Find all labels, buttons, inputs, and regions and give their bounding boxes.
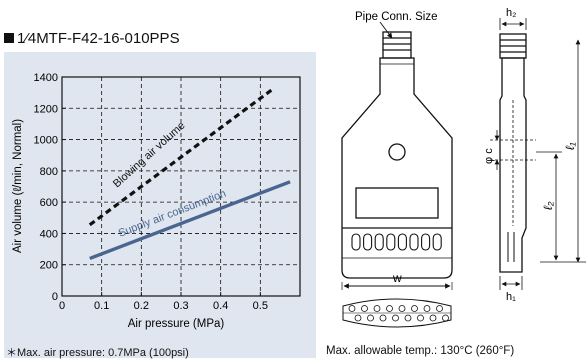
square-bullet-icon: [4, 33, 14, 43]
outlet-holes: [351, 233, 442, 251]
outlet-hole: [363, 233, 373, 251]
bottom-hole: [354, 314, 362, 322]
outlet-hole: [374, 233, 384, 251]
x-ticks: 0 0.1 0.2 0.3 0.4 0.5: [59, 292, 268, 312]
x-tick-label: 0.5: [253, 300, 268, 312]
bottom-hole: [386, 305, 393, 312]
outlet-hole: [386, 233, 396, 251]
plot-frame: [61, 76, 301, 297]
y-tick-label: 200: [40, 260, 58, 272]
x-tick-label: 0.3: [173, 300, 188, 312]
footnote: ＊Max. air pressure: 0.7MPa (100psi): [6, 347, 189, 359]
y-tick-label: 1400: [34, 72, 58, 84]
bottom-hole: [436, 305, 443, 312]
mounting-hole: [388, 143, 406, 161]
series-line-blowing: [88, 88, 274, 227]
bottom-hole: [348, 305, 356, 312]
x-tick-label: 0.4: [213, 300, 228, 312]
bottom-hole: [423, 305, 431, 312]
y-axis-label: Air volume (ℓ/min, Normal): [12, 119, 24, 253]
outlet-hole: [432, 233, 442, 251]
h1-label: h₁: [506, 291, 516, 303]
bottom-hole: [429, 314, 437, 322]
bottom-hole: [398, 305, 406, 312]
phi-c-label: φ c: [483, 148, 495, 164]
nozzle-front-body: [341, 57, 453, 279]
y-tick-label: 1000: [34, 135, 58, 147]
grid-lines: [62, 77, 300, 296]
nozzle-side-body: [499, 57, 527, 273]
y-tick-label: 600: [40, 197, 58, 209]
bottom-hole: [404, 314, 412, 322]
x-tick-label: 0.1: [94, 300, 109, 312]
bottom-outlet-holes: [348, 305, 449, 322]
bottom-hole: [367, 314, 374, 322]
x-tick-label: 0.2: [134, 300, 149, 312]
outlet-hole: [421, 233, 431, 251]
bottom-hole: [392, 314, 399, 322]
y-tick-label: 400: [40, 228, 58, 240]
bottom-hole: [379, 314, 387, 322]
nozzle-bottom-view: [342, 298, 452, 328]
y-tick-label: 800: [40, 166, 58, 178]
model-title: 1⁄4MTF-F42-16-010PPS: [4, 30, 180, 47]
chart-panel: 0 200 400 600 800 1000 1200 1400 0 0.1 0.2 0.3 0.4 0…: [4, 52, 316, 359]
series-lines: [88, 88, 291, 261]
pipe-connection-thread: [382, 31, 412, 59]
nozzle-drawing: Pipe Conn. Size h₂ φ c ℓ₁ ℓ₂ w h₁: [341, 7, 586, 328]
pipe-connection-label: Pipe Conn. Size: [355, 11, 437, 23]
series-line-supply: [89, 180, 291, 261]
y-ticks: 0 200 400 600 800 1000 1200 1400: [34, 72, 66, 303]
max-temp-note: Max. allowable temp.: 130°C (260°F): [326, 345, 515, 357]
outlet-hole: [351, 233, 361, 251]
h2-label: h₂: [506, 7, 516, 19]
l1-label: ℓ₁: [563, 142, 577, 150]
y-tick-label: 1200: [34, 103, 58, 115]
bottom-hole: [361, 305, 368, 312]
bottom-hole: [417, 314, 424, 322]
bottom-hole: [411, 305, 418, 312]
y-tick-label: 0: [52, 291, 58, 303]
bottom-hole: [373, 305, 381, 312]
outlet-hole: [409, 233, 419, 251]
w-label: w: [392, 271, 402, 285]
label-window: [355, 187, 439, 219]
l2-label: ℓ₂: [541, 201, 555, 210]
bottom-hole: [442, 314, 449, 322]
model-name: 1⁄4MTF-F42-16-010PPS: [17, 30, 180, 47]
outlet-hole: [397, 233, 407, 251]
x-axis-label: Air pressure (MPa): [128, 318, 225, 330]
x-tick-label: 0: [59, 300, 65, 312]
